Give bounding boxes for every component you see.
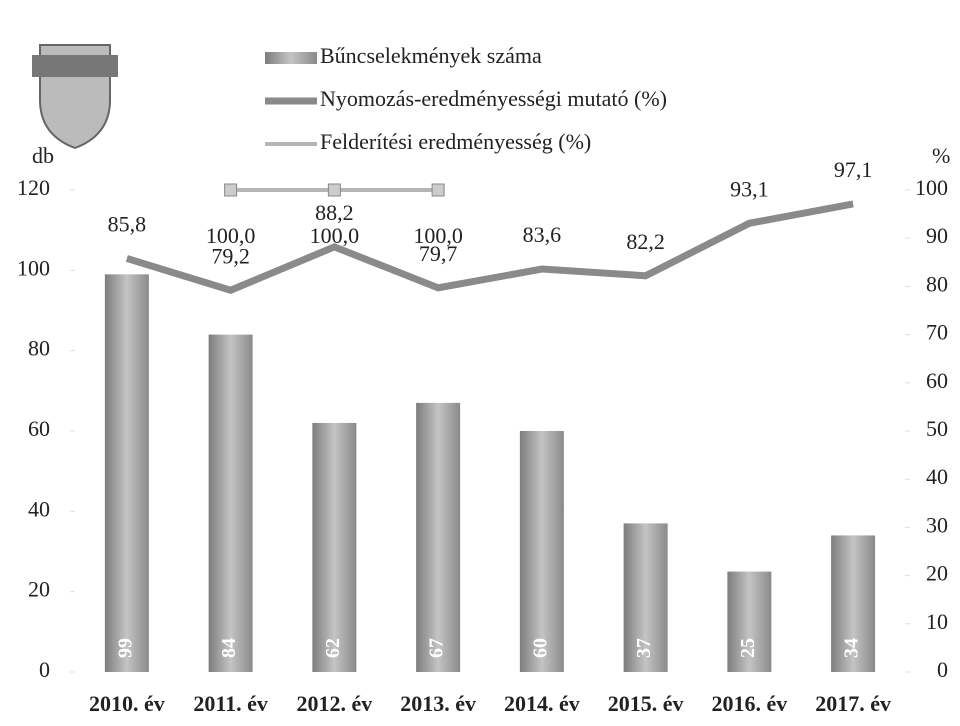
y2-tick-label: 90 xyxy=(926,223,948,248)
x-tick-label: 2014. év xyxy=(504,691,580,716)
x-tick-label: 2013. év xyxy=(400,691,476,716)
y-tick-label: 120 xyxy=(17,175,50,200)
y2-tick-label: 50 xyxy=(926,416,948,441)
x-tick-label: 2017. év xyxy=(815,691,891,716)
data-label: 79,2 xyxy=(211,243,250,268)
y2-tick-label: 20 xyxy=(926,561,948,586)
bar xyxy=(727,571,772,672)
y2-tick-label: 60 xyxy=(926,368,948,393)
data-label: 85,8 xyxy=(108,211,147,236)
data-label: 100,0 xyxy=(413,223,463,248)
data-label: 79,7 xyxy=(419,241,458,266)
data-label: 100,0 xyxy=(310,223,360,248)
bar xyxy=(519,431,564,672)
y-tick-label: 100 xyxy=(17,255,50,280)
legend-swatch xyxy=(265,52,317,64)
marker xyxy=(224,183,238,197)
y2-tick-label: 70 xyxy=(926,320,948,345)
bar-label: 60 xyxy=(529,638,551,658)
y-tick-label: 80 xyxy=(28,336,50,361)
legend-label: Nyomozás-eredményességi mutató (%) xyxy=(320,86,667,111)
y-tick-label: 0 xyxy=(39,657,50,682)
bar xyxy=(416,402,461,672)
bar xyxy=(312,422,357,672)
data-label: 97,1 xyxy=(834,157,873,182)
bar xyxy=(623,523,668,672)
y2-tick-label: 40 xyxy=(926,464,948,489)
bar-label: 67 xyxy=(426,638,448,658)
y-tick-label: 60 xyxy=(28,416,50,441)
data-label: 100,0 xyxy=(206,223,256,248)
y-tick-label: 20 xyxy=(28,577,50,602)
marker xyxy=(327,183,341,197)
bar-label: 37 xyxy=(633,638,655,658)
bar xyxy=(104,274,149,672)
legend-label: Felderítési eredményesség (%) xyxy=(320,129,591,154)
data-label: 88,2 xyxy=(315,200,354,225)
y2-tick-label: 0 xyxy=(937,657,948,682)
legend-label: Bűncselekmények száma xyxy=(320,43,542,68)
data-label: 93,1 xyxy=(730,176,769,201)
x-tick-label: 2016. év xyxy=(711,691,787,716)
x-tick-label: 2011. év xyxy=(193,691,268,716)
y2-tick-label: 100 xyxy=(915,175,948,200)
data-label: 83,6 xyxy=(523,222,562,247)
bar-label: 25 xyxy=(737,638,759,658)
y-tick-label: 40 xyxy=(28,496,50,521)
bar-label: 34 xyxy=(841,638,863,658)
y-axis-label: db xyxy=(32,143,54,168)
bar-label: 99 xyxy=(114,638,136,658)
x-tick-label: 2012. év xyxy=(296,691,372,716)
data-label: 82,2 xyxy=(626,229,665,254)
marker xyxy=(431,183,445,197)
bar xyxy=(831,535,876,672)
logo xyxy=(32,44,118,150)
y2-tick-label: 80 xyxy=(926,271,948,296)
y2-tick-label: 30 xyxy=(926,512,948,537)
x-tick-label: 2010. év xyxy=(89,691,165,716)
x-tick-label: 2015. év xyxy=(608,691,684,716)
y2-axis-label: % xyxy=(932,143,950,168)
bar xyxy=(208,334,253,672)
line xyxy=(125,200,854,294)
bar-label: 84 xyxy=(218,638,240,658)
y2-tick-label: 10 xyxy=(926,609,948,634)
bar-label: 62 xyxy=(322,638,344,658)
